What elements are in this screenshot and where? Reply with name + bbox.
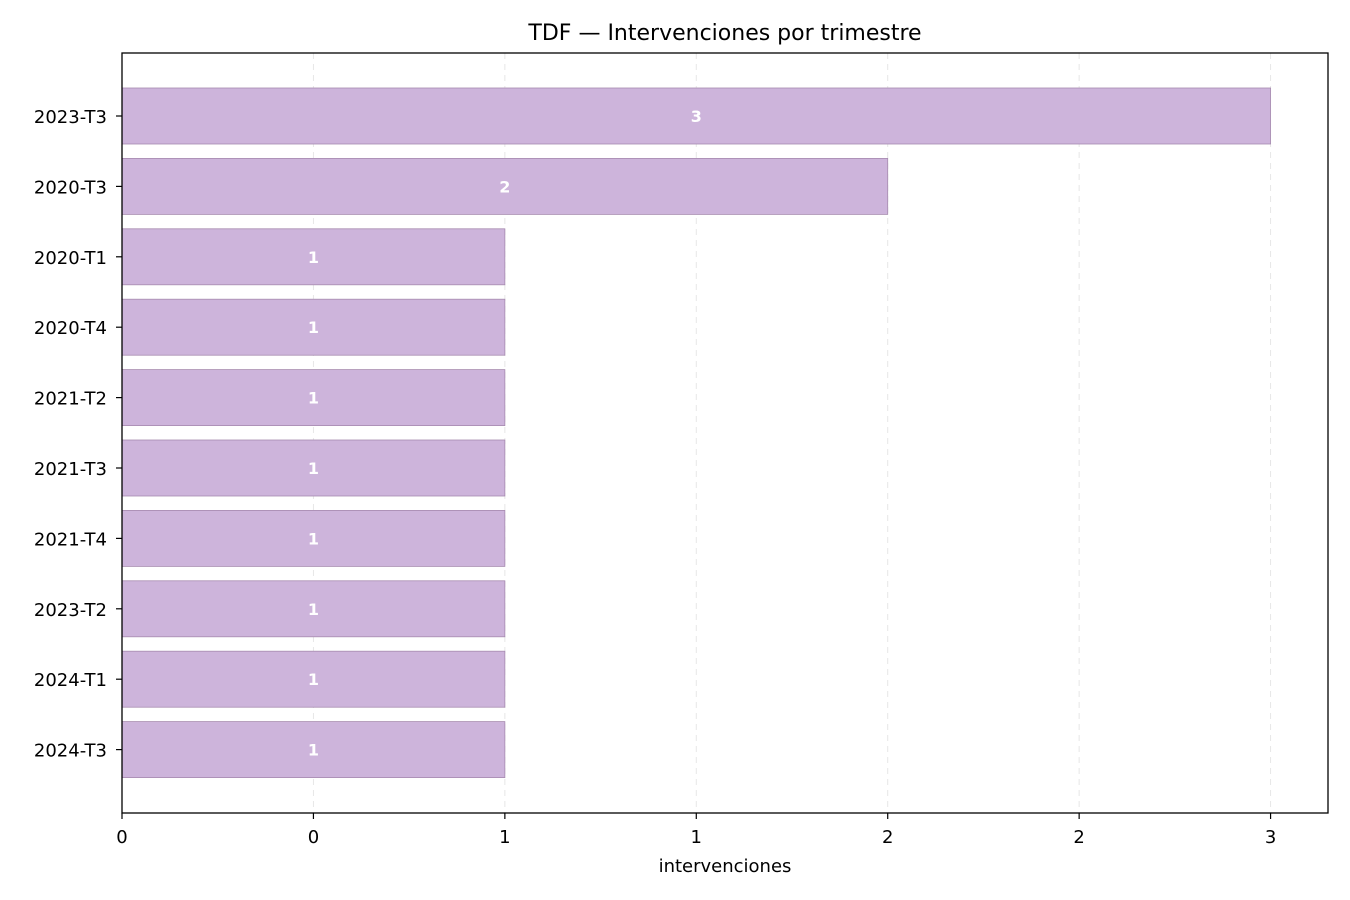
y-axis: 2023-T3 2020-T3 2020-T1 2020-T4 2021-T2 2021-… [34,107,122,762]
y-tick-label: 2020-T1 [34,248,107,269]
bar [121,157,889,215]
plot-frame [121,52,1329,814]
bar-value-label: 2 [499,177,510,196]
bar [121,580,506,638]
x-axis-label: intervenciones [659,856,792,877]
y-tick-label: 2023-T2 [34,600,107,621]
chart-title: TDF — Intervenciones por trimestre [527,21,921,46]
y-tick-label: 2021-T2 [34,389,107,410]
bar [121,721,506,778]
bar-value-label: 1 [308,318,319,337]
bars-layer [121,87,1271,778]
bar-value-label: 1 [308,670,319,689]
bar [121,650,506,708]
bar-value-label: 1 [308,459,319,478]
y-tick-label: 2021-T4 [34,529,107,550]
y-tick-label: 2021-T3 [34,459,107,480]
bar-value-label: 1 [308,248,319,267]
bar-value-label: 1 [308,600,319,619]
x-tick-label: 1 [499,827,510,848]
bar [121,228,506,286]
y-tick-label: 2024-T3 [34,741,107,762]
bar-value-label: 1 [308,741,319,760]
x-tick-label: 2 [882,827,893,848]
bar [121,509,506,567]
x-tick-label: 0 [308,827,319,848]
y-tick-label: 2020-T3 [34,177,107,198]
bar-labels-layer: 3 2 1 1 1 1 1 1 1 1 [308,107,702,760]
bar [121,87,1271,145]
bar-value-label: 1 [308,389,319,408]
y-tick-label: 2023-T3 [34,107,107,128]
bar-value-label: 3 [691,107,702,126]
y-tick-label: 2024-T1 [34,670,107,691]
x-tick-label: 3 [1265,827,1276,848]
y-tick-label: 2020-T4 [34,318,107,339]
bar [121,439,506,497]
bar [121,369,506,427]
bar [121,298,506,356]
x-tick-label: 2 [1073,827,1084,848]
x-tick-label: 1 [691,827,702,848]
x-axis: 0 0 1 1 2 2 3 [116,813,1276,848]
x-tick-label: 0 [116,827,127,848]
bar-value-label: 1 [308,529,319,548]
